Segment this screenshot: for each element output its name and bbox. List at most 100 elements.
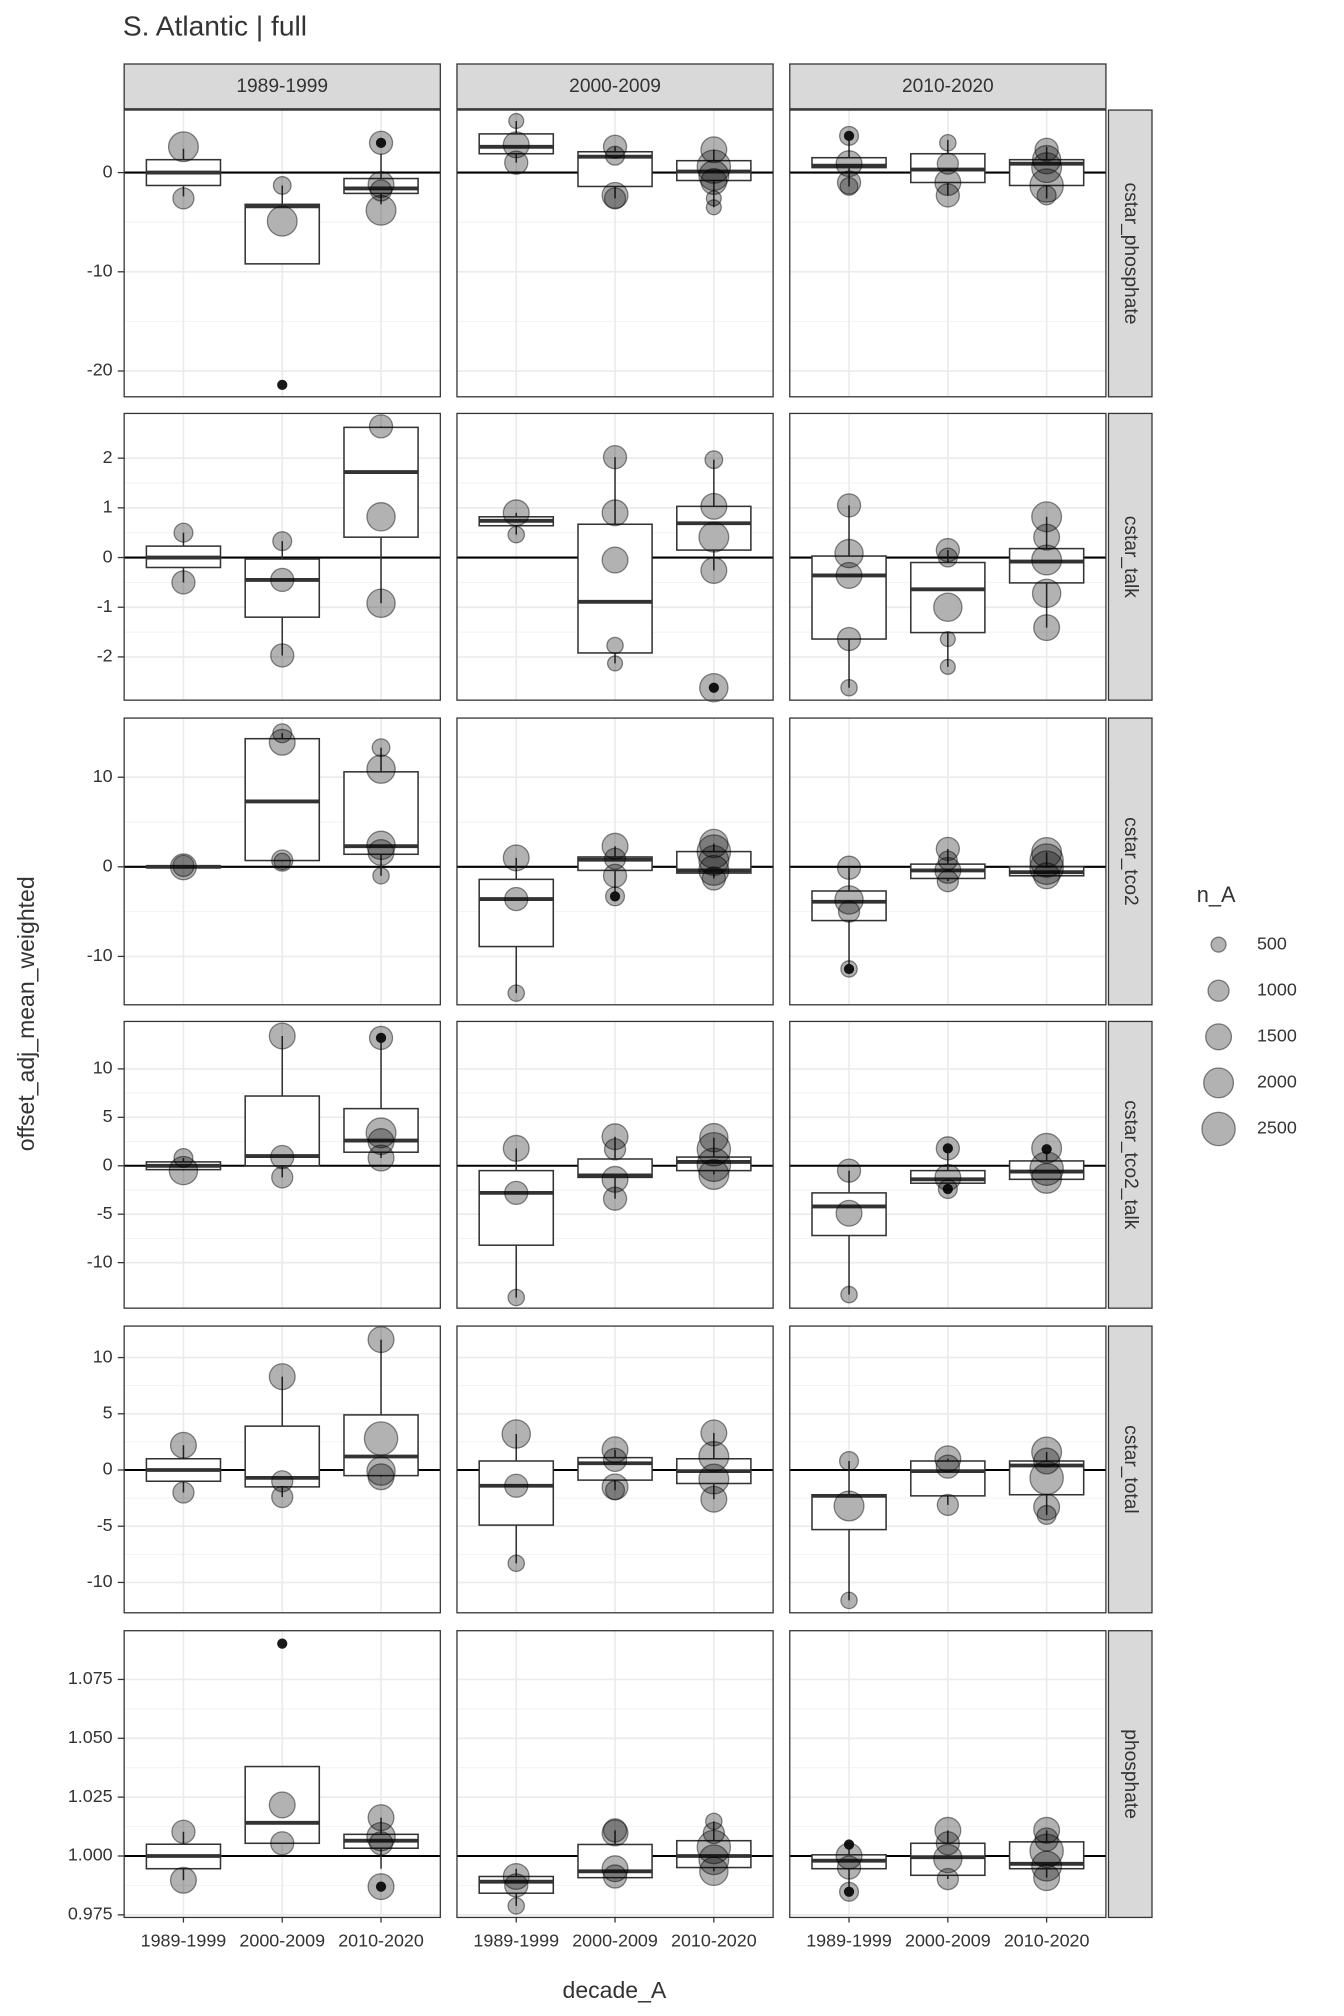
point [1036, 185, 1057, 206]
point [1029, 1460, 1064, 1496]
point [369, 179, 393, 202]
y-tick-label: -10 [87, 261, 113, 281]
point [273, 852, 292, 871]
y-tick-label: 5 [103, 1403, 113, 1423]
point [601, 499, 629, 527]
point [601, 1165, 629, 1193]
row-strip-label: cstar_tco2_talk [1120, 1100, 1141, 1229]
point [172, 1481, 195, 1504]
point [367, 1873, 395, 1901]
x-tick-label: 2000-2009 [572, 1930, 658, 1950]
point [1033, 1447, 1061, 1475]
box [343, 1414, 419, 1477]
x-tick-label: 1989-1999 [141, 1930, 227, 1950]
point [840, 1591, 858, 1610]
point [367, 838, 395, 867]
point [1029, 168, 1064, 203]
point [936, 869, 960, 893]
point [172, 187, 195, 210]
panel-border [456, 1020, 774, 1309]
panel-border [456, 109, 774, 398]
point [700, 1485, 728, 1513]
box [343, 771, 419, 856]
point [836, 1855, 862, 1880]
outlier [609, 891, 621, 902]
point [603, 187, 627, 210]
panel-border [456, 717, 774, 1006]
legend-label: 1000 [1257, 979, 1297, 999]
x-tick-label: 1989-1999 [473, 1930, 559, 1950]
y-tick-label: 0 [103, 546, 113, 566]
legend-key [1203, 1067, 1235, 1099]
point [698, 1844, 730, 1876]
point [266, 205, 298, 237]
legend-title: n_A [1197, 882, 1236, 907]
point [271, 1470, 294, 1493]
point [696, 1147, 732, 1183]
point [838, 1881, 860, 1902]
point [699, 672, 729, 703]
point [268, 1022, 296, 1050]
panel-border [789, 717, 1107, 1006]
y-tick-label: 0 [103, 161, 113, 181]
point [705, 199, 722, 216]
outlier [375, 137, 387, 148]
point [270, 567, 295, 593]
point [272, 176, 292, 195]
point [936, 152, 960, 175]
point [363, 1421, 399, 1456]
point [501, 1419, 531, 1449]
point [1033, 523, 1061, 551]
point [371, 738, 391, 758]
outlier [942, 1143, 953, 1154]
box [577, 1158, 653, 1179]
point [367, 1326, 395, 1354]
point [705, 1812, 723, 1831]
panel-border [789, 1020, 1107, 1309]
box [478, 1169, 555, 1246]
x-axis-label: decade_A [563, 1977, 667, 2003]
outlier [708, 682, 719, 693]
legend-label: 500 [1257, 933, 1287, 953]
box [811, 890, 887, 922]
panel-border [789, 1325, 1107, 1614]
point [1036, 1504, 1057, 1526]
box [910, 1460, 986, 1497]
point [602, 863, 628, 888]
point [268, 1363, 296, 1391]
point [840, 960, 858, 978]
y-tick-label: 1 [103, 497, 113, 517]
point [933, 1843, 963, 1874]
y-tick-label: 0 [103, 856, 113, 876]
y-tick-label: 2 [103, 447, 113, 467]
point [366, 1456, 396, 1486]
point [935, 1831, 961, 1856]
point [601, 832, 629, 860]
point [836, 170, 862, 195]
legend-key [1207, 979, 1230, 1002]
point [699, 828, 729, 859]
y-tick-label: -10 [87, 1571, 113, 1591]
chart-title: S. Atlantic | full [123, 11, 307, 42]
point [1029, 1833, 1064, 1869]
point [698, 1440, 730, 1473]
point [507, 1554, 526, 1573]
point [169, 1866, 197, 1894]
y-tick-label: 1.075 [68, 1668, 113, 1688]
row-strip [1107, 412, 1153, 701]
y-tick-label: -10 [87, 945, 113, 965]
point [834, 538, 864, 569]
point [701, 866, 727, 891]
box [478, 133, 555, 155]
point [934, 1445, 962, 1473]
point [836, 493, 862, 518]
point [502, 131, 530, 159]
panel-border [456, 1325, 774, 1614]
box [244, 1095, 321, 1167]
legend-key [1201, 1111, 1236, 1147]
box [244, 1765, 321, 1845]
point [698, 845, 730, 877]
point [835, 1199, 863, 1227]
point [935, 183, 961, 208]
box [1008, 547, 1085, 584]
